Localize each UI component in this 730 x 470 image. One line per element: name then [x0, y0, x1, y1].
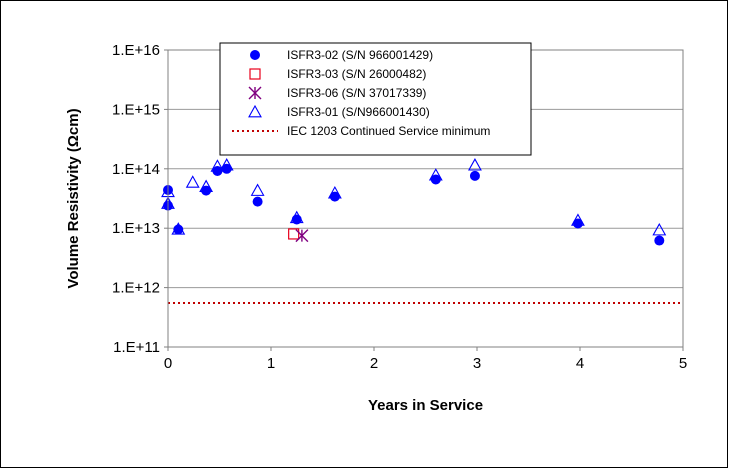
data-point: [295, 229, 309, 243]
data-point: [327, 185, 342, 199]
legend-swatch: [250, 50, 260, 60]
x-tick-label: 3: [473, 355, 481, 372]
data-point: [428, 168, 443, 181]
data-point: [652, 222, 667, 236]
legend-swatch: [249, 68, 261, 80]
legend-label: ISFR3-03 (S/N 26000482): [287, 67, 426, 81]
legend-label: ISFR3-06 (S/N 37017339): [287, 86, 426, 100]
data-point: [289, 210, 304, 224]
data-point: [185, 175, 200, 188]
data-point: [329, 191, 340, 202]
y-tick-label: 1.E+12: [112, 280, 160, 297]
y-tick-label: 1.E+11: [113, 339, 160, 356]
y-tick-label: 1.E+16: [112, 42, 160, 59]
legend-label: ISFR3-02 (S/N 966001429): [287, 48, 433, 62]
x-tick-label: 1: [267, 355, 275, 372]
data-point: [571, 213, 585, 226]
data-point: [199, 179, 214, 193]
data-point: [210, 159, 225, 172]
data-point: [468, 158, 482, 171]
data-point: [252, 196, 263, 207]
data-point: [654, 235, 665, 246]
data-points: [161, 158, 667, 246]
data-point: [469, 170, 480, 181]
legend: ISFR3-02 (S/N 966001429) ISFR3-03 (S/N 26…: [219, 42, 532, 156]
x-tick-label: 5: [679, 355, 687, 372]
y-tick-label: 1.E+13: [112, 220, 160, 237]
x-axis-title: Years in Service: [368, 397, 483, 414]
y-axis-title: Volume Resistivity (Ωcm): [65, 108, 82, 288]
data-point: [288, 228, 300, 240]
y-tick-label: 1.E+14: [112, 161, 160, 178]
y-tick-label: 1.E+15: [112, 101, 160, 118]
x-tick-label: 2: [370, 355, 378, 372]
legend-label: IEC 1203 Continued Service minimum: [287, 124, 490, 138]
legend-box: [219, 42, 532, 156]
data-point: [219, 158, 234, 171]
tick-labels: 1.E+11 1.E+12 1.E+13 1.E+14 1.E+15 1.E+16 0 1 2 3…: [112, 42, 687, 372]
legend-swatch: [248, 104, 262, 118]
data-point: [201, 185, 212, 196]
x-tick-label: 0: [164, 355, 172, 372]
data-point: [171, 222, 186, 235]
legend-label: ISFR3-01 (S/N966001430): [287, 105, 430, 119]
data-point: [250, 183, 265, 196]
legend-swatch: [248, 86, 262, 100]
x-tick-label: 4: [576, 355, 584, 372]
